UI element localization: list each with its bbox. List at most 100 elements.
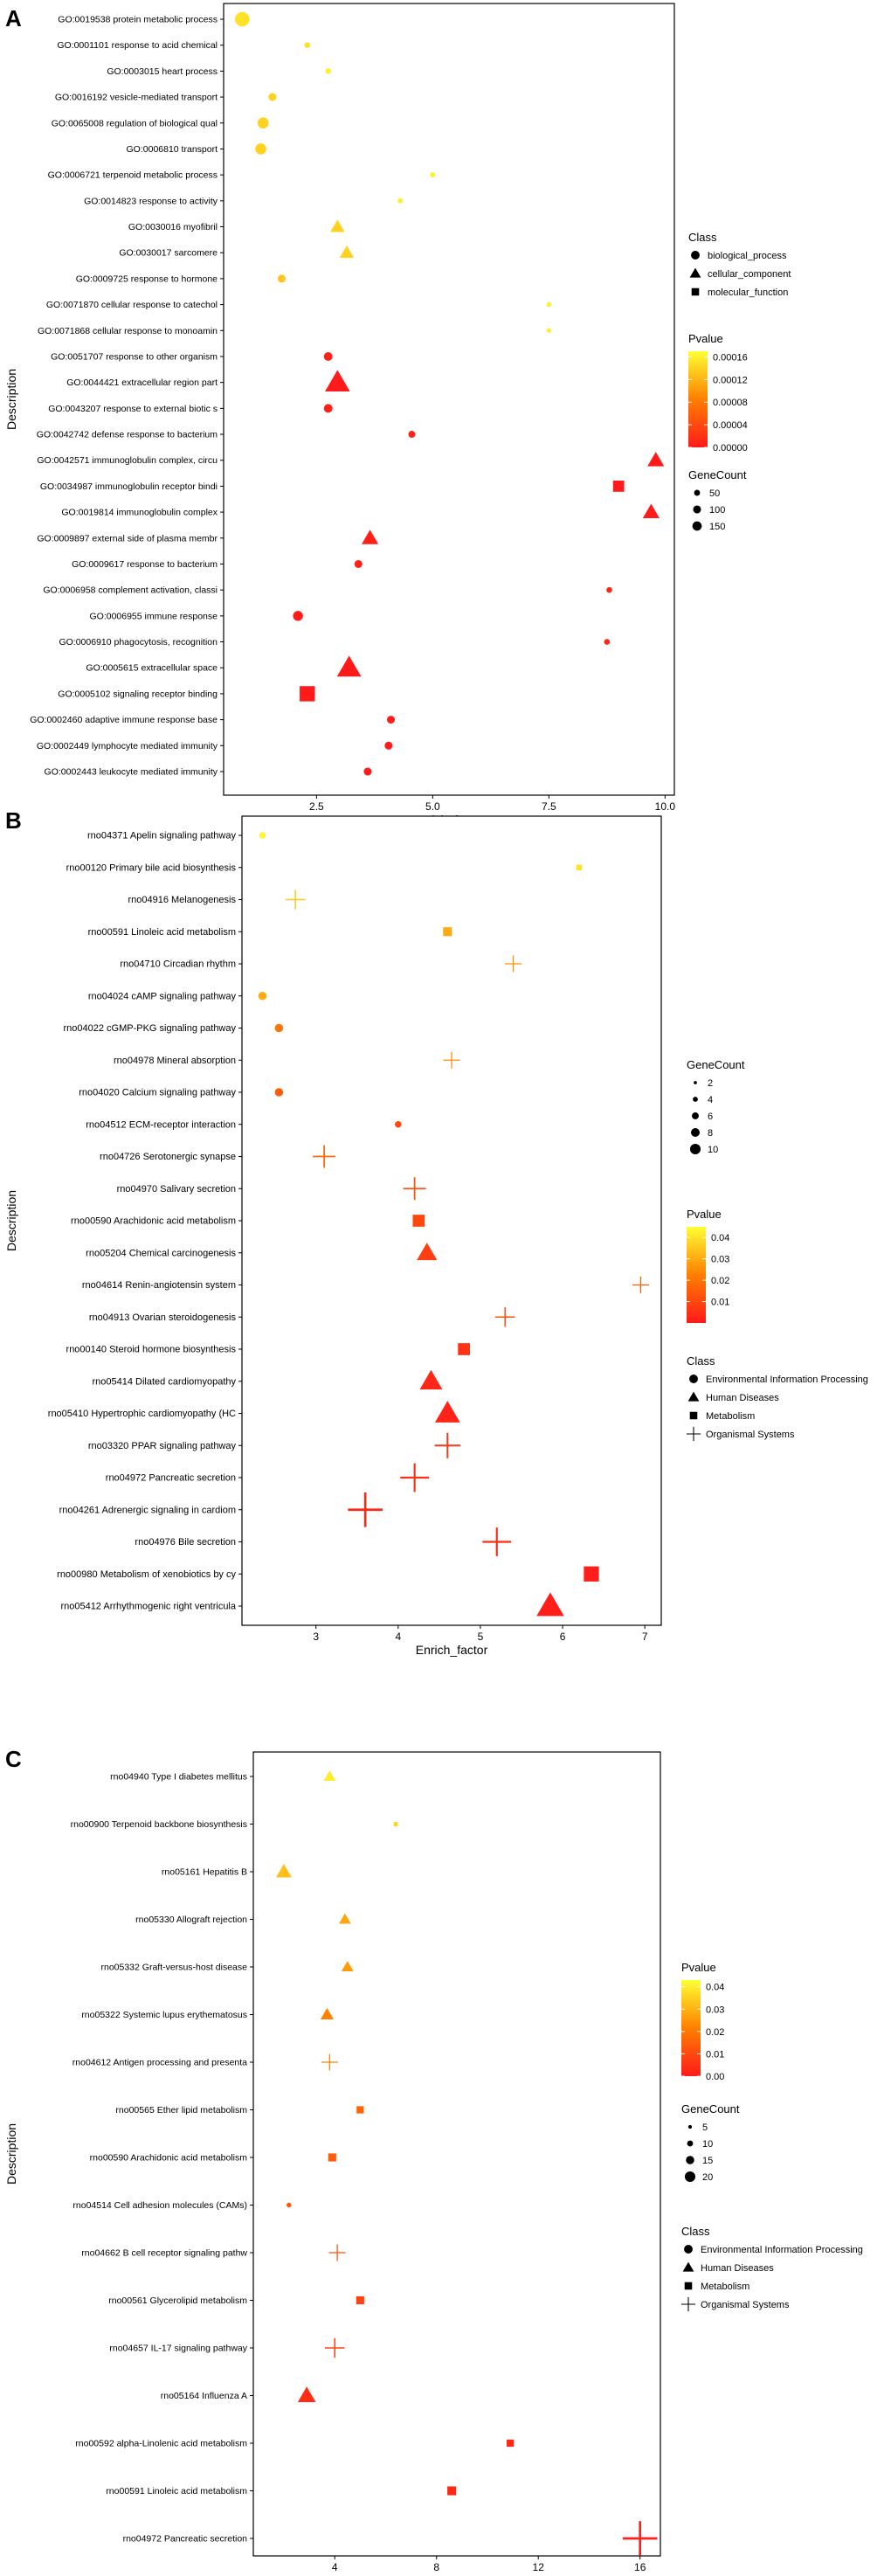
data-point <box>642 503 660 519</box>
data-point <box>285 890 306 910</box>
category-label: rno05322 Systemic lupus erythematosus <box>81 2010 247 2020</box>
pvalue-colorbar <box>688 351 708 447</box>
y-axis-title: Description <box>4 369 18 430</box>
data-point <box>412 1215 425 1227</box>
genecount-legend-marker <box>693 505 701 514</box>
x-tick-label: 2.5 <box>309 800 324 813</box>
category-label: GO:0001101 response to acid chemical <box>57 40 218 51</box>
data-point <box>277 274 287 283</box>
category-label: rno04972 Pancreatic secretion <box>123 2534 248 2545</box>
category-label: GO:0044421 extracellular region part <box>66 377 218 388</box>
category-label: rno04972 Pancreatic secretion <box>106 1473 236 1484</box>
x-tick-label: 5.0 <box>425 800 440 813</box>
category-label: rno04614 Renin-angiotensin system <box>82 1280 236 1291</box>
pvalue-colorbar <box>681 1980 701 2076</box>
panel-a: A GO:0019538 protein metabolic process GO:… <box>4 3 791 827</box>
category-label: GO:0071870 cellular response to catechol <box>46 300 218 310</box>
category-label: rno00591 Linoleic acid metabolism <box>106 2486 247 2496</box>
data-point <box>395 1121 402 1128</box>
pvalue-legend-title: Pvalue <box>681 1961 716 1974</box>
class-legend-label: Organismal Systems <box>701 2300 790 2310</box>
data-point <box>323 1770 336 1781</box>
data-point <box>430 172 436 178</box>
category-label: GO:0019814 immunoglobulin complex <box>61 508 218 518</box>
data-point <box>325 370 350 392</box>
plot-frame <box>223 3 675 796</box>
data-point <box>434 1432 460 1458</box>
data-point <box>584 1566 599 1582</box>
data-point <box>338 1913 351 1924</box>
data-point <box>328 2153 336 2162</box>
panel-label: C <box>5 1746 22 1772</box>
data-point <box>268 93 277 101</box>
category-label: rno05412 Arrhythmogenic right ventricula <box>60 1602 236 1612</box>
genecount-legend-label: 50 <box>709 488 720 499</box>
class-legend-marker <box>680 2296 696 2312</box>
data-point <box>297 2386 316 2402</box>
data-point <box>330 219 345 232</box>
x-tick-label: 4 <box>395 1631 401 1643</box>
data-point <box>274 1023 284 1033</box>
plot-frame <box>241 815 662 1626</box>
x-tick-label: 3 <box>313 1631 319 1643</box>
class-legend-label: biological_process <box>708 251 787 261</box>
pvalue-legend-title: Pvalue <box>687 1208 722 1221</box>
data-point <box>604 639 611 645</box>
data-point <box>276 1864 292 1878</box>
category-label: GO:0016192 vesicle-mediated transport <box>55 93 218 103</box>
x-tick-label: 12 <box>533 2561 545 2573</box>
category-label: rno05204 Chemical carcinogenesis <box>86 1248 236 1258</box>
category-label: GO:0051707 response to other organism <box>51 351 218 362</box>
category-label: rno04261 Adrenergic signaling in cardiom <box>59 1505 236 1515</box>
category-label: rno04612 Antigen processing and presenta <box>73 2058 247 2068</box>
data-point <box>325 68 331 74</box>
class-legend-marker <box>682 2261 694 2272</box>
data-point <box>458 1343 470 1355</box>
class-legend-label: cellular_component <box>708 269 791 280</box>
genecount-legend-label: 5 <box>702 2122 708 2133</box>
data-point <box>235 11 250 27</box>
data-point <box>400 1463 430 1492</box>
genecount-legend-title: GeneCount <box>681 2102 740 2116</box>
category-label: GO:0006955 immune response <box>89 611 218 621</box>
class-legend-label: molecular_function <box>708 287 788 298</box>
category-label: rno00561 Glycerolipid metabolism <box>108 2296 247 2306</box>
data-point <box>417 1243 438 1261</box>
data-point <box>321 2053 338 2071</box>
genecount-legend-label: 150 <box>709 522 725 532</box>
pvalue-colorbar <box>687 1227 706 1323</box>
category-label: rno04940 Type I diabetes mellitus <box>110 1772 247 1783</box>
data-point <box>546 301 552 308</box>
pvalue-tick-label: 0.02 <box>706 2027 724 2038</box>
data-point <box>304 42 311 48</box>
class-legend-marker <box>689 1375 698 1383</box>
data-point <box>403 1177 426 1201</box>
category-label: rno05332 Graft-versus-host disease <box>100 1963 247 1973</box>
category-label: rno00140 Steroid hormone biosynthesis <box>66 1345 237 1355</box>
x-tick-label: 10.0 <box>655 800 676 813</box>
category-label: rno05410 Hypertrophic cardiomyopathy (HC <box>48 1409 236 1419</box>
category-label: rno04022 cGMP-PKG signaling pathway <box>64 1023 237 1034</box>
category-label: GO:0006721 terpenoid metabolic process <box>48 170 218 181</box>
class-legend-label: Environmental Information Processing <box>701 2245 863 2255</box>
category-label: GO:0006810 transport <box>127 144 218 155</box>
data-point <box>419 1369 443 1390</box>
x-tick-label: 8 <box>433 2561 439 2573</box>
category-label: GO:0009897 external side of plasma membr <box>37 533 218 544</box>
genecount-legend-label: 10 <box>708 1145 718 1155</box>
data-point <box>576 864 583 870</box>
data-point <box>287 2202 292 2208</box>
category-label: rno04970 Salivary secretion <box>117 1184 236 1195</box>
category-label: GO:0003015 heart process <box>107 66 218 77</box>
data-point <box>606 586 612 593</box>
pvalue-tick-label: 0.03 <box>711 1255 729 1265</box>
data-point <box>482 1527 512 1556</box>
data-point <box>324 2337 345 2358</box>
class-legend-marker <box>684 2245 693 2254</box>
category-label: GO:0042742 defense response to bacterium <box>37 430 218 440</box>
genecount-legend-marker <box>687 2124 693 2129</box>
pvalue-tick-label: 0.00008 <box>713 398 748 408</box>
y-axis-title: Description <box>4 1190 18 1251</box>
category-label: GO:0002460 adaptive immune response base <box>30 715 218 725</box>
x-tick-label: 7.5 <box>542 800 556 813</box>
